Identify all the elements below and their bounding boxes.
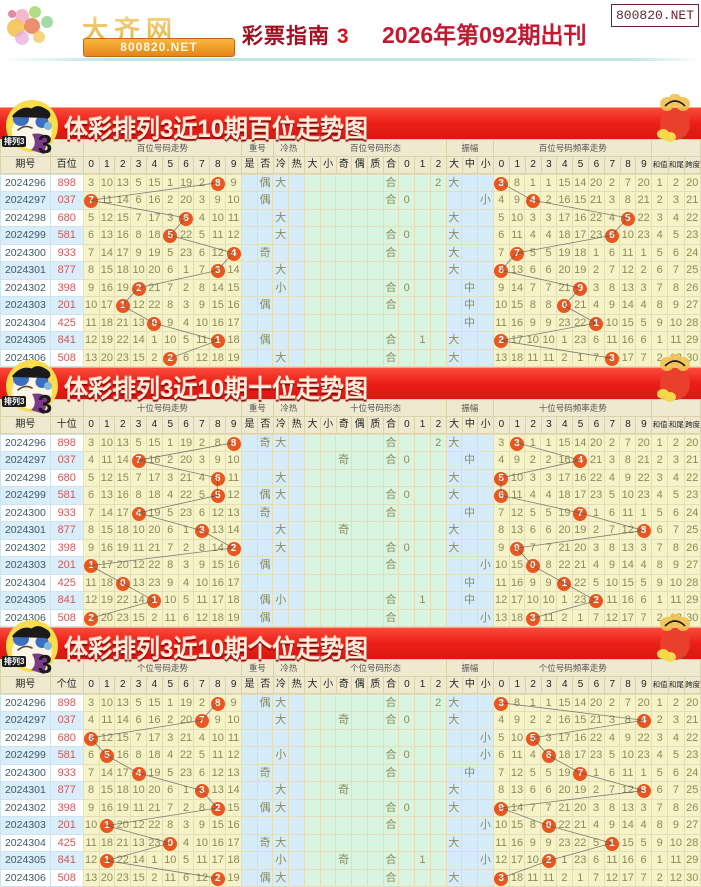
svg-text:3: 3 [38,649,52,679]
svg-text:3: 3 [38,389,52,419]
svg-text:3: 3 [38,129,52,159]
